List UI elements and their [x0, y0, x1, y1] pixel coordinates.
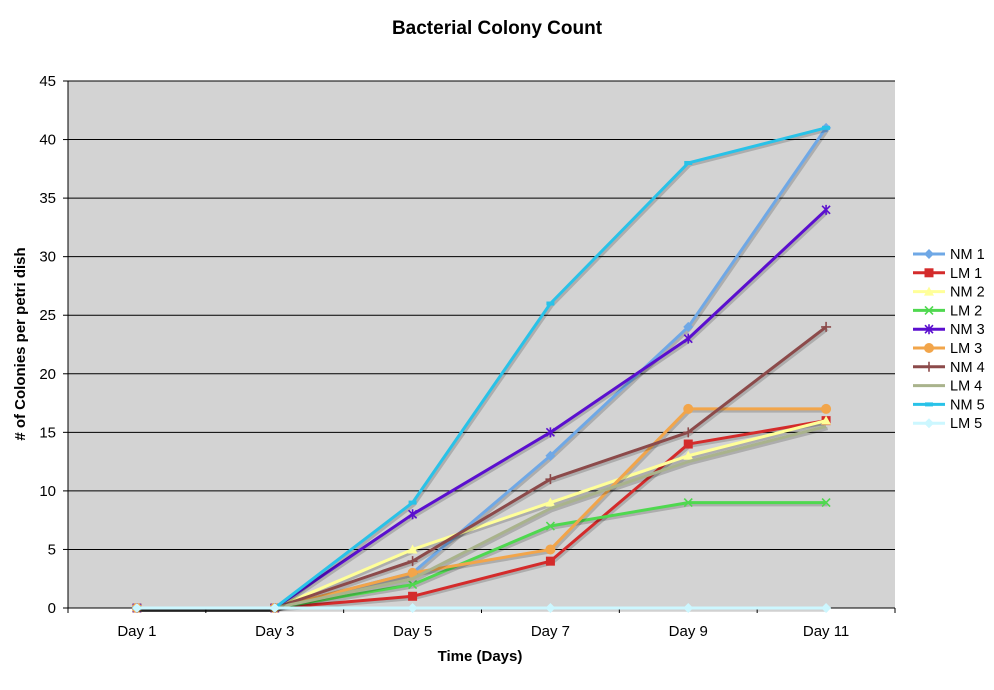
data-point — [408, 591, 418, 601]
data-point — [683, 439, 693, 449]
data-point — [545, 544, 556, 555]
legend-label: NM 1 — [950, 247, 985, 263]
legend-item: NM 3 — [913, 322, 985, 338]
legend-item: LM 2 — [913, 303, 982, 319]
legend-label: LM 5 — [950, 416, 982, 432]
data-point — [546, 301, 555, 306]
data-point — [545, 427, 555, 438]
series-shadow — [138, 128, 829, 612]
x-axis-label: Time (Days) — [438, 648, 523, 665]
legend-label: LM 1 — [950, 266, 982, 282]
data-point — [545, 521, 555, 531]
x-tick-label: Day 1 — [117, 623, 156, 640]
legend-label: NM 5 — [950, 397, 985, 413]
data-point — [408, 509, 418, 520]
data-point — [924, 324, 934, 335]
chart-title: Bacterial Colony Count — [392, 18, 603, 39]
legend-item: LM 3 — [913, 341, 982, 357]
series-shadow — [138, 210, 829, 612]
series-shadow — [138, 502, 828, 612]
data-point — [407, 603, 418, 613]
legend-label: LM 2 — [950, 303, 982, 319]
data-point — [408, 500, 417, 505]
data-point — [545, 497, 556, 507]
legend-label: NM 3 — [950, 322, 985, 338]
data-point — [924, 286, 934, 296]
legend-item: LM 1 — [913, 266, 982, 282]
data-point — [683, 603, 694, 613]
data-point — [131, 603, 142, 613]
data-point — [408, 580, 418, 590]
data-point — [821, 403, 832, 414]
series-shadow — [138, 426, 829, 612]
data-point — [683, 450, 694, 460]
data-point — [683, 321, 694, 332]
data-point — [545, 556, 555, 566]
y-tick-label: 10 — [39, 483, 56, 500]
legend-label: NM 2 — [950, 285, 985, 301]
data-point — [924, 343, 934, 353]
data-point — [683, 333, 693, 344]
data-point — [821, 415, 832, 425]
series-shadow — [138, 128, 830, 612]
legend-item: LM 5 — [913, 416, 982, 432]
y-tick-label: 40 — [39, 132, 56, 149]
data-point — [822, 125, 831, 130]
data-point — [821, 498, 831, 508]
data-point — [545, 603, 556, 613]
legend-item: NM 1 — [913, 247, 985, 263]
y-tick-label: 35 — [39, 190, 56, 207]
data-point — [407, 556, 418, 567]
x-tick-label: Day 3 — [255, 623, 294, 640]
data-point — [683, 427, 694, 438]
data-point — [407, 544, 418, 554]
series-shadow — [138, 409, 828, 612]
x-axis-ticks: Day 1 Day 3 Day 5 Day 7 Day 9 Day 11 — [67, 608, 896, 640]
data-point — [925, 402, 933, 407]
legend-item: NM 2 — [913, 285, 985, 301]
legend-label: NM 4 — [950, 360, 985, 376]
y-tick-label: 0 — [48, 600, 56, 617]
data-point — [545, 474, 556, 485]
y-tick-label: 25 — [39, 307, 56, 324]
series-shadow — [138, 327, 829, 612]
data-point — [683, 403, 694, 414]
series-lm-5 — [131, 603, 832, 613]
data-point — [683, 498, 693, 508]
y-tick-label: 45 — [39, 73, 56, 90]
legend-item: NM 4 — [913, 360, 985, 376]
series-shadow — [138, 420, 829, 612]
data-point — [821, 204, 831, 215]
data-point — [545, 450, 556, 461]
data-point — [924, 418, 934, 429]
data-point — [924, 268, 934, 278]
data-point — [407, 567, 418, 578]
data-point — [924, 361, 934, 372]
grid-lines — [68, 80, 895, 550]
data-point — [684, 160, 693, 165]
x-tick-label: Day 9 — [669, 623, 708, 640]
legend: NM 1 LM 1 NM 2 LM 2 NM 3 LM 3 NM 4 LM 4 NM 5 LM 5 — [913, 247, 985, 432]
series-layer — [131, 122, 832, 613]
x-tick-label: Day 7 — [531, 623, 570, 640]
y-tick-label: 20 — [39, 366, 56, 383]
data-point — [821, 603, 832, 613]
legend-item: LM 4 — [913, 379, 982, 395]
data-point — [269, 603, 280, 613]
x-tick-label: Day 5 — [393, 623, 432, 640]
legend-label: LM 4 — [950, 379, 982, 395]
legend-item: NM 5 — [913, 397, 985, 413]
data-point — [821, 321, 832, 332]
x-tick-label: Day 11 — [803, 623, 849, 640]
y-tick-label: 30 — [39, 249, 56, 266]
y-tick-label: 5 — [48, 541, 56, 558]
data-point — [924, 249, 934, 259]
series-shadow — [138, 420, 828, 612]
y-axis-label: # of Colonies per petri dish — [12, 247, 29, 440]
legend-label: LM 3 — [950, 341, 982, 357]
y-axis-ticks: 0 5 10 15 20 25 30 35 40 45 — [39, 73, 68, 617]
y-tick-label: 15 — [39, 424, 56, 441]
data-point — [924, 305, 934, 315]
